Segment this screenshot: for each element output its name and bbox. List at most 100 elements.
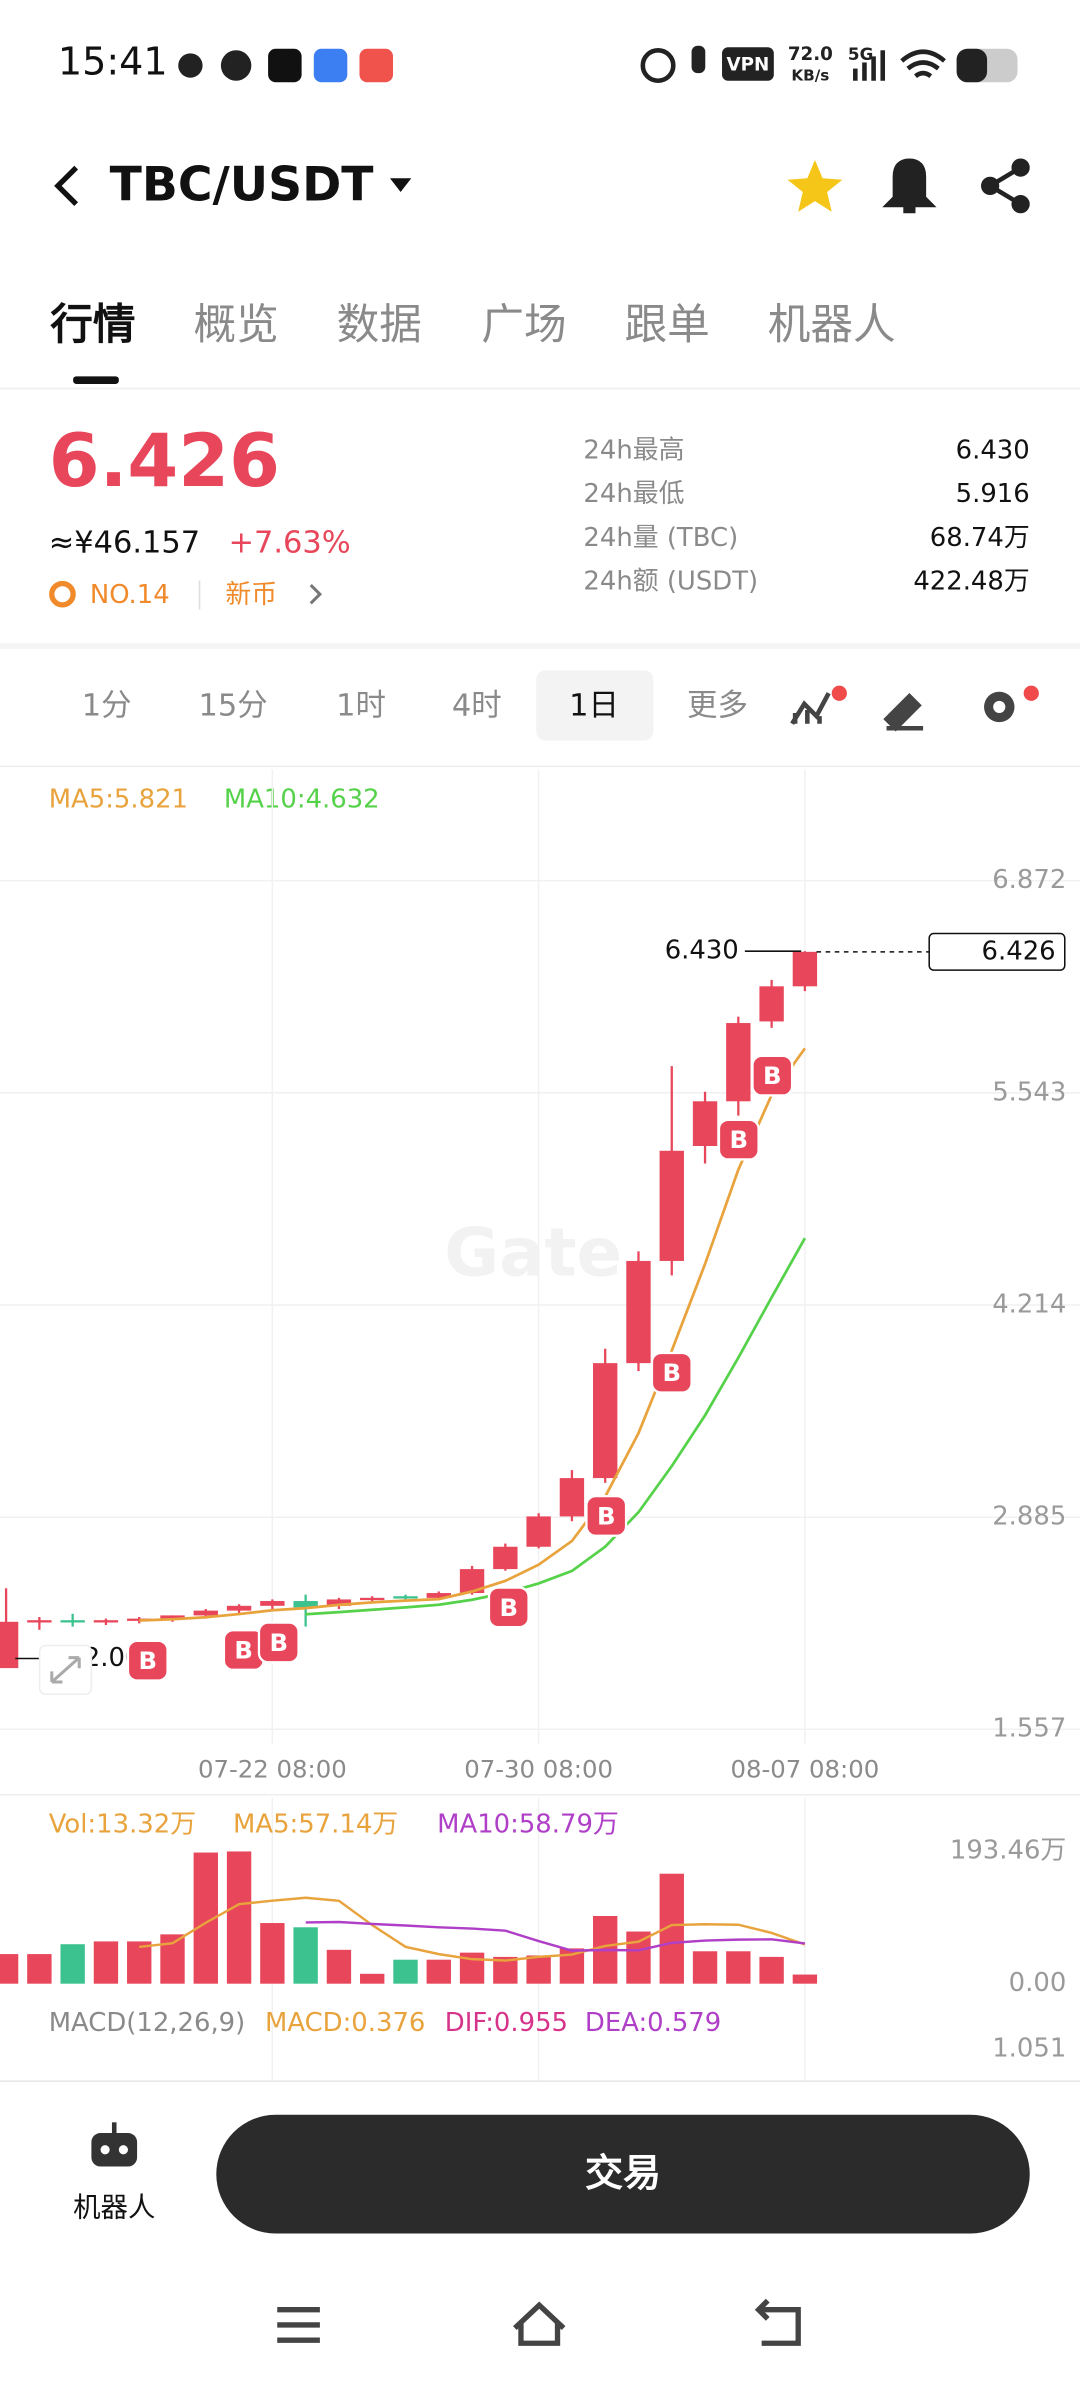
y-tick-label: 5.543: [992, 1077, 1066, 1107]
buy-badge-label: B: [662, 1358, 681, 1387]
candle-body: [692, 1101, 718, 1146]
tab[interactable]: 广场: [481, 300, 566, 350]
macd-legend: MACD(12,26,9): [49, 2008, 245, 2038]
buy-badge: [650, 1351, 693, 1394]
candle-body: [559, 1478, 585, 1517]
stat-label: 24h额 (USDT): [583, 567, 758, 597]
tab[interactable]: 概览: [193, 300, 278, 350]
volume-bar: [226, 1851, 252, 1984]
high-label: 6.430: [665, 936, 739, 966]
candle-body: [160, 1615, 185, 1619]
interval-tab[interactable]: 1日: [569, 688, 619, 723]
expand-icon[interactable]: [50, 1656, 81, 1684]
interval-tab[interactable]: 15分: [198, 688, 267, 723]
candle-body: [526, 1516, 551, 1547]
robot-label[interactable]: 机器人: [73, 2193, 155, 2224]
trade-button[interactable]: [216, 2114, 1030, 2234]
nav-bar[interactable]: [277, 2298, 801, 2346]
buy-badge: [257, 1621, 300, 1664]
candle-body: [226, 1605, 252, 1611]
ma-line: [139, 1047, 807, 1622]
volume-tick-label: 193.46万: [950, 1836, 1066, 1866]
volume-bar: [93, 1941, 119, 1984]
buy-badge-label: B: [234, 1636, 253, 1665]
robot-icon[interactable]: [91, 2122, 138, 2167]
volume-bar: [526, 1955, 551, 1984]
status-app-icons: [178, 45, 774, 84]
candle-body: [593, 1363, 618, 1479]
share-button[interactable]: [980, 158, 1030, 214]
volume-bar: [626, 1931, 651, 1984]
candle-body: [0, 1621, 19, 1669]
volume-ma-legend: MA5:57.14万: [233, 1810, 398, 1840]
rank-icon: [49, 580, 76, 608]
buy-badge-label: B: [269, 1628, 288, 1657]
volume-bar: [360, 1973, 385, 1984]
candle-body: [659, 1150, 684, 1261]
ma-legend: MA5:5.821: [49, 784, 188, 814]
interval-tab[interactable]: 1分: [82, 688, 132, 723]
candle-body: [193, 1610, 218, 1616]
volume-tick-label: 0.00: [1009, 1968, 1067, 1998]
clock: 15:41: [58, 39, 168, 83]
stat-value: 422.48万: [913, 567, 1029, 597]
buy-badge-label: B: [763, 1061, 782, 1090]
alert-bell[interactable]: [882, 158, 937, 214]
net-speed: 72.0: [788, 44, 833, 65]
tab[interactable]: 跟单: [625, 300, 710, 350]
active-tab-indicator: [73, 376, 119, 384]
buy-badge: [585, 1495, 628, 1537]
buy-badge: [487, 1586, 530, 1629]
y-tick-label: 2.885: [992, 1502, 1066, 1532]
favorite-star[interactable]: [787, 159, 843, 212]
macd-legend: DIF:0.955: [445, 2008, 568, 2038]
candle-body: [626, 1260, 651, 1364]
chart-tools[interactable]: [790, 685, 1039, 732]
vpn-label: VPN: [727, 55, 770, 76]
volume-ma-legend: MA10:58.79万: [437, 1810, 619, 1840]
volume-bar: [393, 1959, 418, 1984]
ma-line: [305, 1237, 807, 1616]
macd-legend: MACD:0.376: [265, 2008, 425, 2038]
macd-legend: DEA:0.579: [585, 2008, 721, 2038]
pair-title[interactable]: TBC/USDT: [110, 157, 374, 212]
net-speed-unit: KB/s: [791, 67, 829, 85]
buy-badge: [126, 1639, 169, 1682]
interval-tab[interactable]: 1时: [336, 688, 386, 723]
cny-price: ≈¥46.157: [49, 525, 200, 560]
volume-bar: [260, 1923, 285, 1984]
stat-value: 5.916: [956, 479, 1030, 509]
volume-bar: [326, 1949, 352, 1984]
tab[interactable]: 行情: [50, 300, 135, 350]
volume-bar: [426, 1959, 451, 1984]
pair-dropdown[interactable]: [389, 178, 412, 192]
volume-bar: [792, 1974, 818, 1984]
tag-chevron[interactable]: [309, 583, 323, 605]
section-gap: [0, 642, 1080, 650]
trade-label[interactable]: 交易: [585, 2151, 661, 2195]
interval-tab[interactable]: 4时: [452, 688, 502, 723]
volume-bar: [27, 1954, 52, 1984]
candle-body: [726, 1023, 751, 1102]
candle-body: [360, 1597, 385, 1601]
back-button[interactable]: [54, 165, 79, 207]
volume-bar: [0, 1954, 19, 1984]
stat-label: 24h最低: [583, 479, 684, 509]
tab[interactable]: 机器人: [768, 300, 896, 350]
volume-bar: [692, 1951, 718, 1984]
candle-body: [27, 1620, 52, 1623]
interval-tab[interactable]: 更多: [687, 688, 748, 723]
current-price-box: [928, 932, 1066, 971]
x-tick-label: 08-07 08:00: [731, 1754, 880, 1783]
volume-ma-line: [139, 1896, 806, 1962]
rank: NO.14: [90, 580, 170, 610]
volume-bar: [759, 1956, 784, 1984]
x-tick-label: 07-22 08:00: [198, 1754, 347, 1783]
candle-body: [93, 1620, 119, 1623]
tag[interactable]: 新币: [225, 580, 277, 610]
tab[interactable]: 数据: [337, 300, 422, 350]
stat-label: 24h量 (TBC): [583, 523, 738, 553]
watermark: Gate: [444, 1213, 622, 1291]
